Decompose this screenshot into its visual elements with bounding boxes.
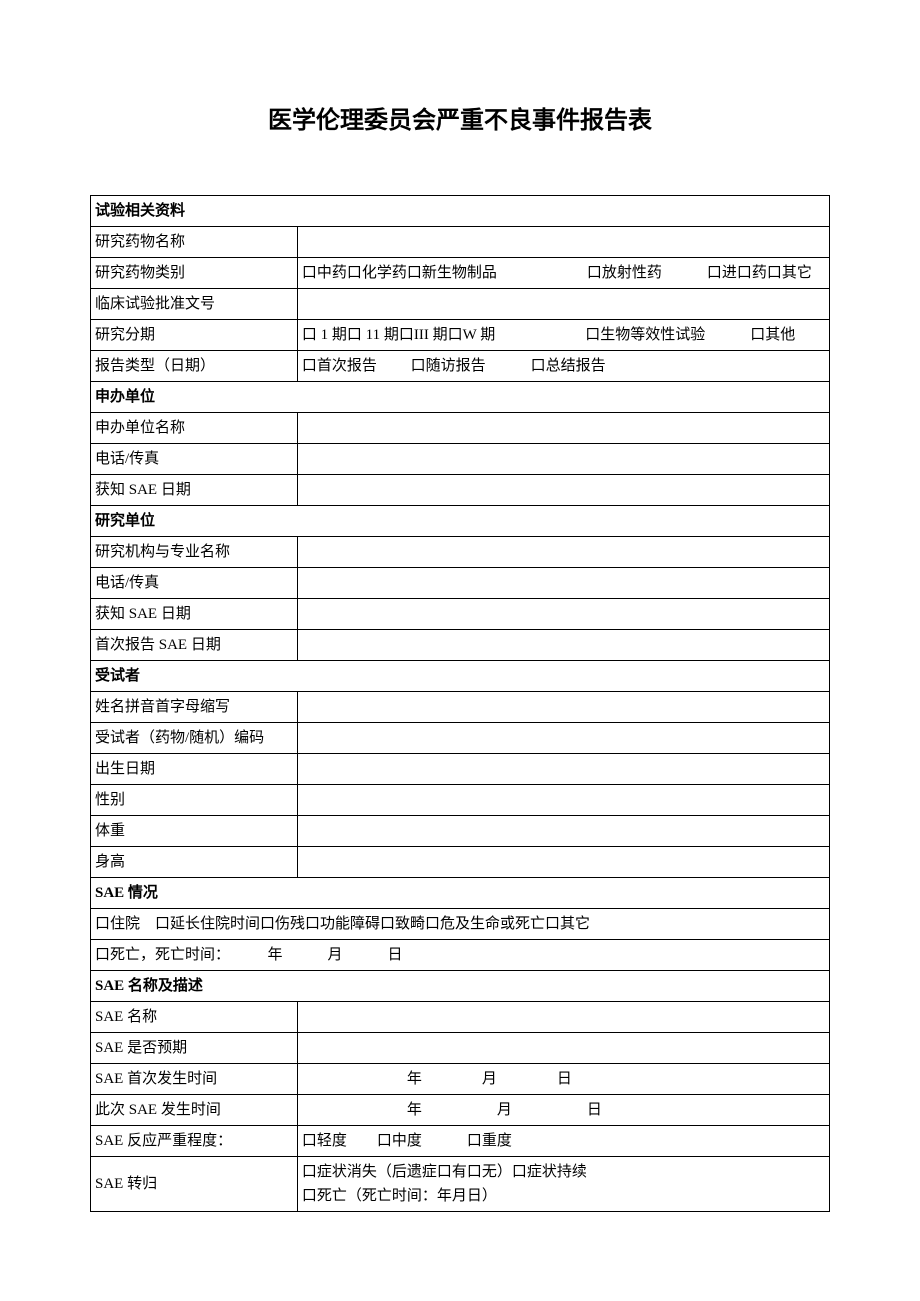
sponsor-section-header: 申办单位 xyxy=(91,382,830,413)
sponsor-sae-date-value[interactable] xyxy=(297,475,829,506)
phase-value[interactable]: 口 1 期口 11 期口III 期口W 期 口生物等效性试验 口其他 xyxy=(297,320,829,351)
research-org-value[interactable] xyxy=(297,537,829,568)
drug-category-label: 研究药物类别 xyxy=(91,258,298,289)
subject-code-value[interactable] xyxy=(297,723,829,754)
drug-name-label: 研究药物名称 xyxy=(91,227,298,258)
drug-category-value[interactable]: 口中药口化学药口新生物制品 口放射性药 口进口药口其它 xyxy=(297,258,829,289)
phase-label: 研究分期 xyxy=(91,320,298,351)
sae-severity-value[interactable]: 口轻度 口中度 口重度 xyxy=(297,1126,829,1157)
sae-desc-section-header: SAE 名称及描述 xyxy=(91,971,830,1002)
sae-outcome-value[interactable]: 口症状消失（后遗症口有口无）口症状持续 口死亡（死亡时间：年月日） xyxy=(297,1157,829,1212)
sponsor-tel-value[interactable] xyxy=(297,444,829,475)
sponsor-sae-date-label: 获知 SAE 日期 xyxy=(91,475,298,506)
subject-height-label: 身高 xyxy=(91,847,298,878)
research-section-header: 研究单位 xyxy=(91,506,830,537)
sae-this-time-value[interactable]: 年 月 日 xyxy=(297,1095,829,1126)
subject-height-value[interactable] xyxy=(297,847,829,878)
approval-value[interactable] xyxy=(297,289,829,320)
subject-gender-label: 性别 xyxy=(91,785,298,816)
report-type-label: 报告类型（日期） xyxy=(91,351,298,382)
page-title: 医学伦理委员会严重不良事件报告表 xyxy=(90,100,830,135)
sae-severity-label: SAE 反应严重程度： xyxy=(91,1126,298,1157)
sae-status-section-header: SAE 情况 xyxy=(91,878,830,909)
sae-name-label: SAE 名称 xyxy=(91,1002,298,1033)
sae-death-line[interactable]: 口死亡，死亡时间： 年 月 日 xyxy=(91,940,830,971)
research-first-report-label: 首次报告 SAE 日期 xyxy=(91,630,298,661)
subject-gender-value[interactable] xyxy=(297,785,829,816)
research-tel-label: 电话/传真 xyxy=(91,568,298,599)
sponsor-tel-label: 电话/传真 xyxy=(91,444,298,475)
sae-status-line[interactable]: 口住院 口延长住院时间口伤残口功能障碍口致畸口危及生命或死亡口其它 xyxy=(91,909,830,940)
sae-outcome-label: SAE 转归 xyxy=(91,1157,298,1212)
research-org-label: 研究机构与专业名称 xyxy=(91,537,298,568)
trial-section-header: 试验相关资料 xyxy=(91,196,830,227)
subject-weight-value[interactable] xyxy=(297,816,829,847)
subject-section-header: 受试者 xyxy=(91,661,830,692)
research-sae-date-value[interactable] xyxy=(297,599,829,630)
research-tel-value[interactable] xyxy=(297,568,829,599)
subject-initials-label: 姓名拼音首字母缩写 xyxy=(91,692,298,723)
research-first-report-value[interactable] xyxy=(297,630,829,661)
subject-dob-label: 出生日期 xyxy=(91,754,298,785)
sae-first-time-label: SAE 首次发生时间 xyxy=(91,1064,298,1095)
sponsor-name-value[interactable] xyxy=(297,413,829,444)
drug-name-value[interactable] xyxy=(297,227,829,258)
subject-weight-label: 体重 xyxy=(91,816,298,847)
sae-first-time-value[interactable]: 年 月 日 xyxy=(297,1064,829,1095)
sponsor-name-label: 申办单位名称 xyxy=(91,413,298,444)
research-sae-date-label: 获知 SAE 日期 xyxy=(91,599,298,630)
approval-label: 临床试验批准文号 xyxy=(91,289,298,320)
report-type-value[interactable]: 口首次报告 口随访报告 口总结报告 xyxy=(297,351,829,382)
subject-initials-value[interactable] xyxy=(297,692,829,723)
sae-this-time-label: 此次 SAE 发生时间 xyxy=(91,1095,298,1126)
sae-expected-value[interactable] xyxy=(297,1033,829,1064)
subject-dob-value[interactable] xyxy=(297,754,829,785)
subject-code-label: 受试者（药物/随机）编码 xyxy=(91,723,298,754)
sae-expected-label: SAE 是否预期 xyxy=(91,1033,298,1064)
sae-name-value[interactable] xyxy=(297,1002,829,1033)
report-form-table: 试验相关资料 研究药物名称 研究药物类别 口中药口化学药口新生物制品 口放射性药… xyxy=(90,195,830,1212)
